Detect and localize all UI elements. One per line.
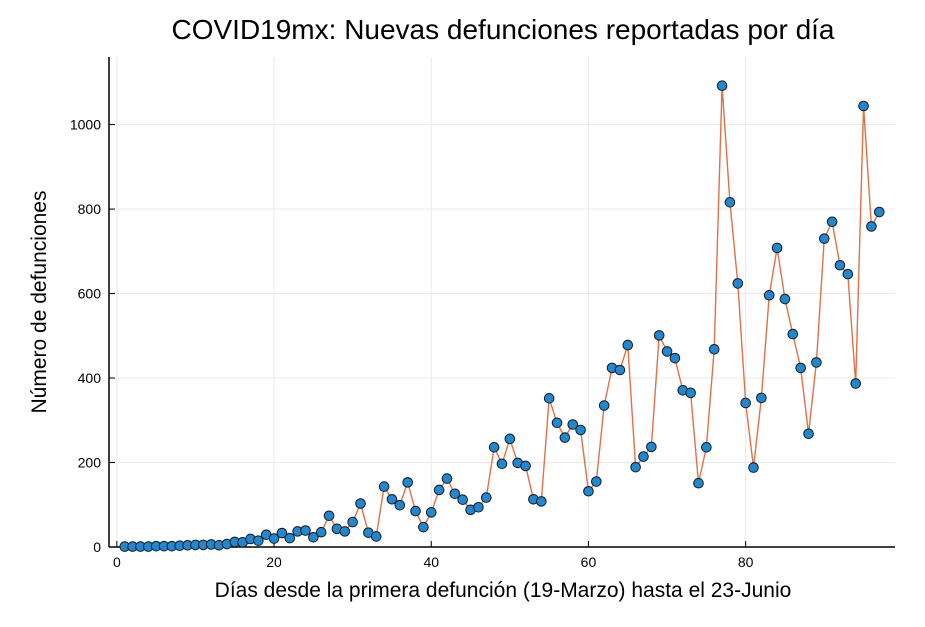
data-point	[457, 494, 469, 505]
data-point	[653, 330, 665, 341]
data-point	[850, 378, 862, 389]
data-point	[268, 533, 280, 544]
data-point	[826, 216, 838, 228]
data-point	[818, 233, 830, 244]
data-point	[598, 400, 610, 411]
data-point	[724, 197, 736, 208]
data-point	[716, 80, 728, 92]
data-point	[394, 499, 406, 511]
data-point	[834, 259, 846, 271]
y-tick-label: 400	[78, 370, 102, 386]
data-point	[795, 362, 806, 374]
data-point	[732, 278, 744, 289]
data-point	[646, 441, 657, 453]
data-point	[520, 460, 531, 472]
data-point	[253, 535, 264, 546]
data-point	[866, 221, 877, 232]
data-point	[693, 477, 704, 489]
data-point	[842, 268, 854, 280]
grid	[109, 57, 895, 548]
data-point	[787, 328, 799, 340]
data-point	[323, 510, 335, 522]
data-point	[504, 433, 516, 445]
chart-title: COVID19mx: Nuevas defunciones reportadas…	[171, 14, 834, 45]
data-point	[583, 485, 594, 497]
data-point	[536, 496, 547, 507]
data-point	[284, 532, 296, 544]
data-point	[771, 242, 783, 254]
y-tick-label: 800	[78, 201, 102, 217]
data-point	[708, 344, 720, 355]
data-point	[567, 419, 579, 430]
data-point	[630, 461, 641, 473]
data-point	[591, 476, 602, 487]
data-point	[748, 462, 759, 473]
data-point	[551, 417, 563, 429]
x-tick-label: 40	[423, 554, 439, 570]
data-point	[402, 477, 413, 488]
data-point	[473, 501, 484, 513]
data-point	[276, 527, 288, 539]
x-axis-label: Días desde la primera defunción (19-Marz…	[215, 579, 792, 602]
series-line	[124, 85, 880, 548]
data-point	[386, 493, 398, 505]
data-point	[701, 442, 712, 453]
data-point	[873, 206, 885, 218]
x-tick-label: 0	[113, 554, 121, 570]
data-point	[740, 397, 751, 409]
y-tick-label: 200	[78, 455, 102, 471]
data-point	[638, 451, 649, 462]
data-point	[488, 442, 500, 453]
data-point	[559, 432, 571, 443]
data-point	[779, 293, 791, 305]
data-point	[355, 498, 366, 509]
y-axis-label: Número de defunciones	[28, 191, 51, 414]
data-point	[685, 387, 696, 399]
data-point	[496, 458, 508, 470]
x-tick-label: 80	[738, 554, 754, 570]
data-point	[370, 531, 382, 542]
data-point	[858, 100, 869, 112]
data-point	[449, 488, 461, 500]
axes	[108, 57, 895, 548]
x-tick-label: 20	[266, 554, 282, 570]
y-tick-label: 0	[93, 539, 101, 555]
x-tick-label: 60	[581, 554, 597, 570]
data-point	[480, 492, 492, 503]
plot-area	[119, 80, 885, 552]
data-point	[622, 339, 634, 351]
data-point	[441, 473, 453, 484]
y-tick-label: 600	[78, 286, 102, 302]
data-point	[300, 525, 311, 536]
data-point	[661, 346, 673, 357]
data-point	[669, 352, 681, 364]
data-point	[315, 526, 327, 538]
data-point	[803, 428, 814, 440]
data-point	[543, 393, 555, 404]
data-point	[410, 505, 421, 517]
data-point	[308, 531, 319, 543]
y-tick-label: 1000	[70, 117, 101, 133]
data-point	[811, 357, 822, 368]
data-point	[339, 526, 351, 537]
data-point	[614, 364, 626, 376]
data-point	[378, 481, 390, 492]
data-point	[347, 516, 358, 528]
data-point	[425, 507, 437, 518]
data-point	[575, 424, 586, 436]
data-point	[418, 521, 429, 533]
data-point	[433, 484, 445, 496]
data-point	[763, 289, 775, 301]
data-point	[756, 392, 767, 404]
